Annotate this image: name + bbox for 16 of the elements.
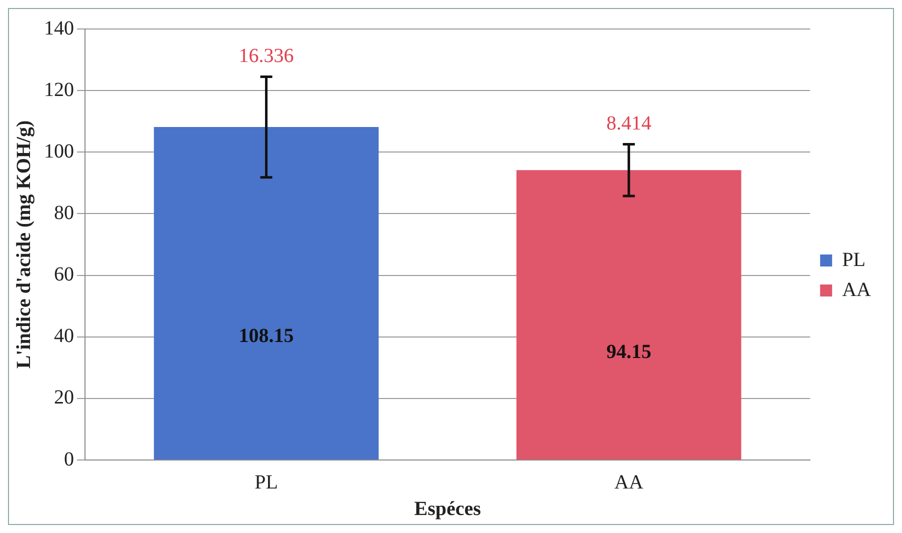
y-tick-label: 120 <box>44 78 74 101</box>
legend-label: PL <box>842 248 866 271</box>
y-tick-label: 80 <box>54 202 74 224</box>
legend-label: AA <box>842 278 872 301</box>
y-tick-label: 100 <box>44 140 74 162</box>
x-axis-title: Espéces <box>414 498 482 520</box>
annotation: 16.336 <box>238 44 294 67</box>
data-label: 94.15 <box>606 340 652 363</box>
data-label: 108.15 <box>238 324 294 347</box>
y-tick-label: 60 <box>54 264 74 286</box>
y-axis-title: L'indice d'acide (mg KOH/g) <box>13 120 36 369</box>
annotation: 8.414 <box>606 112 652 134</box>
y-tick-label: 140 <box>44 17 74 40</box>
y-tick-label: 40 <box>54 325 74 348</box>
y-tick-label: 20 <box>54 386 74 409</box>
y-tick-label: 0 <box>64 448 74 470</box>
